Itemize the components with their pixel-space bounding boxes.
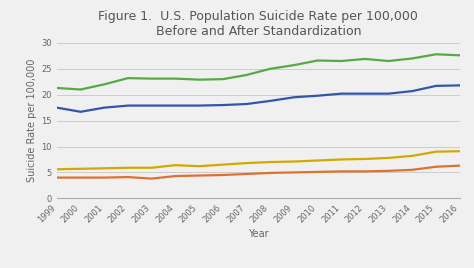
Male xyxy=(362,92,368,95)
Male xyxy=(244,102,249,106)
Female xyxy=(101,176,107,179)
Female xyxy=(149,177,155,180)
Male Standardized xyxy=(149,77,155,80)
Line: Female Standardized: Female Standardized xyxy=(57,151,460,169)
Male xyxy=(433,84,439,87)
Female xyxy=(433,165,439,168)
Male Standardized xyxy=(267,67,273,70)
Female xyxy=(125,176,131,179)
Female Standardized xyxy=(244,162,249,165)
Male Standardized xyxy=(338,59,344,63)
Male xyxy=(410,90,415,93)
Female xyxy=(338,170,344,173)
Female xyxy=(410,168,415,172)
Male xyxy=(220,103,226,107)
Male Standardized xyxy=(125,76,131,80)
Male xyxy=(149,104,155,107)
Female Standardized xyxy=(173,163,178,167)
Male xyxy=(196,104,202,107)
Female xyxy=(386,169,392,173)
Male xyxy=(54,106,60,109)
Male Standardized xyxy=(386,59,392,63)
Female xyxy=(78,176,83,179)
Male Standardized xyxy=(196,78,202,81)
Female Standardized xyxy=(54,168,60,171)
Female Standardized xyxy=(125,166,131,169)
Title: Figure 1.  U.S. Population Suicide Rate per 100,000
Before and After Standardiza: Figure 1. U.S. Population Suicide Rate p… xyxy=(99,10,418,38)
Male xyxy=(291,96,297,99)
Female xyxy=(315,170,320,173)
Female Standardized xyxy=(78,167,83,170)
Line: Male: Male xyxy=(57,85,460,112)
Male xyxy=(173,104,178,107)
Male Standardized xyxy=(433,53,439,56)
Male Standardized xyxy=(291,64,297,67)
Female Standardized xyxy=(291,160,297,163)
Male xyxy=(125,104,131,107)
Female Standardized xyxy=(101,167,107,170)
Male xyxy=(315,94,320,97)
Male Standardized xyxy=(457,54,463,57)
Male xyxy=(267,99,273,103)
Male xyxy=(78,110,83,113)
Line: Female: Female xyxy=(57,166,460,179)
Y-axis label: Suicide Rate per 100,000: Suicide Rate per 100,000 xyxy=(27,59,37,182)
Female xyxy=(173,174,178,178)
Female Standardized xyxy=(196,165,202,168)
X-axis label: Year: Year xyxy=(248,229,269,239)
Female Standardized xyxy=(149,166,155,169)
Female Standardized xyxy=(338,158,344,161)
Male Standardized xyxy=(54,86,60,90)
Male xyxy=(457,84,463,87)
Male Standardized xyxy=(78,88,83,91)
Male Standardized xyxy=(244,73,249,77)
Female xyxy=(362,170,368,173)
Male xyxy=(386,92,392,95)
Line: Male Standardized: Male Standardized xyxy=(57,54,460,90)
Female xyxy=(291,171,297,174)
Female Standardized xyxy=(433,150,439,153)
Male Standardized xyxy=(315,59,320,62)
Male xyxy=(338,92,344,95)
Female Standardized xyxy=(410,154,415,157)
Male Standardized xyxy=(101,83,107,86)
Male Standardized xyxy=(173,77,178,80)
Female xyxy=(267,171,273,174)
Male Standardized xyxy=(410,57,415,60)
Male Standardized xyxy=(362,57,368,61)
Female Standardized xyxy=(457,150,463,153)
Male xyxy=(101,106,107,109)
Male Standardized xyxy=(220,77,226,81)
Female xyxy=(457,164,463,167)
Female xyxy=(220,173,226,177)
Female Standardized xyxy=(315,159,320,162)
Female xyxy=(196,174,202,177)
Female Standardized xyxy=(362,157,368,161)
Female Standardized xyxy=(386,156,392,159)
Female xyxy=(244,172,249,176)
Female Standardized xyxy=(267,161,273,164)
Female Standardized xyxy=(220,163,226,166)
Female xyxy=(54,176,60,179)
